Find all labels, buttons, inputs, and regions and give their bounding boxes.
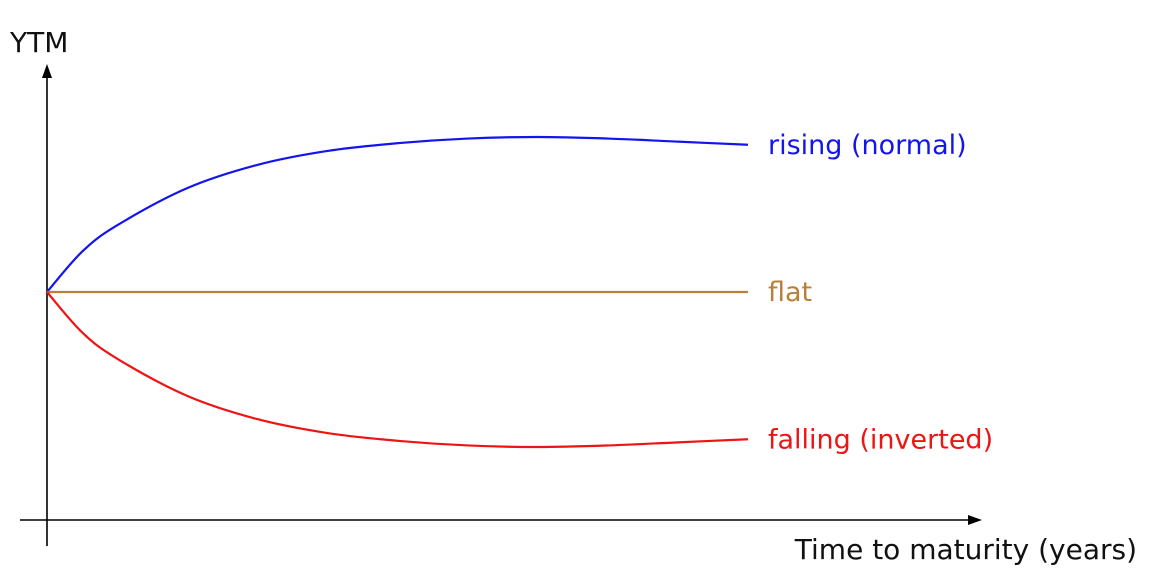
y-axis-label: YTM (9, 26, 68, 59)
x-axis-arrow-icon (968, 515, 982, 525)
series-layer: rising (normal) flat falling (inverted) (46, 130, 993, 455)
series-line-0 (46, 135, 749, 293)
series-label-1: flat (768, 277, 812, 308)
series-label-2: falling (inverted) (768, 424, 993, 455)
y-axis-arrow-icon (42, 64, 52, 78)
series-line-2 (46, 291, 749, 449)
x-axis-label: Time to maturity (years) (794, 533, 1137, 566)
series-label-0: rising (normal) (768, 130, 967, 161)
